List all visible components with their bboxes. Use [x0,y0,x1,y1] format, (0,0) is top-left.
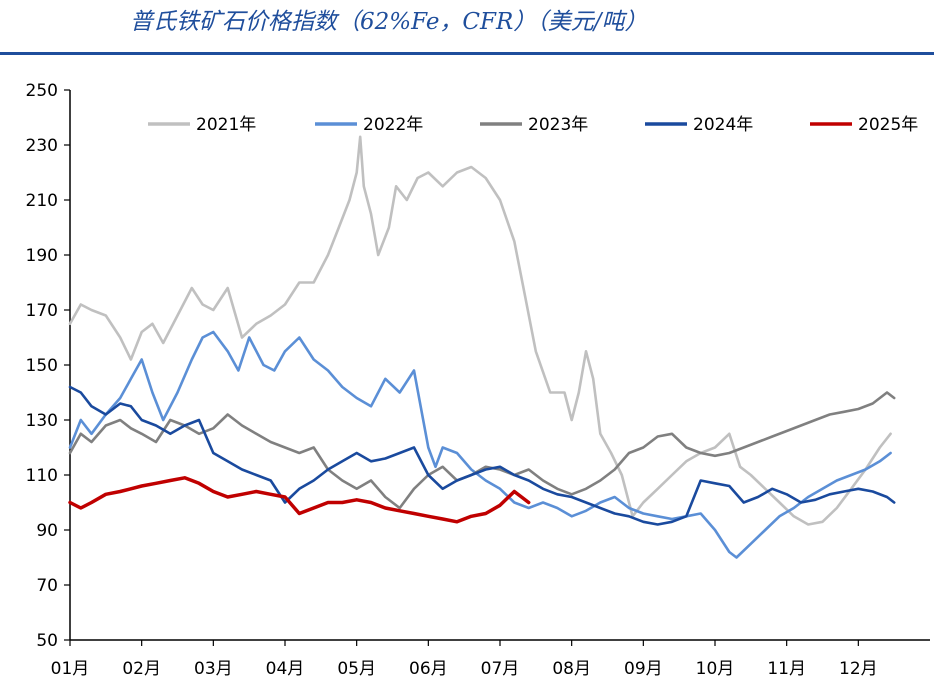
chart-legend: 2021年 2022年 2023年 2024年 2025年 [148,115,918,135]
legend-label-1: 2022年 [363,115,423,135]
x-tick-label: 06月 [409,659,448,679]
legend-label-4: 2025年 [858,115,918,135]
x-tick-label: 10月 [696,659,735,679]
y-tick-label: 250 [26,81,58,101]
x-tick-label: 08月 [552,659,591,679]
y-tick-label: 110 [26,466,58,486]
x-tick-label: 12月 [839,659,878,679]
x-tick-label: 01月 [51,659,90,679]
x-tick-label: 07月 [481,659,520,679]
y-tick-label: 190 [26,246,58,266]
series-line-0 [68,135,892,526]
title-underline [0,52,934,55]
x-tick-label: 02月 [122,659,161,679]
y-tick-label: 170 [26,301,58,321]
y-tick-label: 90 [36,521,58,541]
chart-axes: 50 70 90 110 130 150 170 190 210 230 250 01月 02月 03月 0… [26,81,930,679]
y-tick-label: 150 [26,356,58,376]
y-tick-label: 130 [26,411,58,431]
x-tick-label: 05月 [337,659,376,679]
page-title: 普氏铁矿石价格指数（62%Fe，CFR）（美元/吨） [130,9,648,35]
x-tick-label: 11月 [767,659,806,679]
series-line-4 [68,476,531,524]
x-tick-label: 04月 [266,659,305,679]
x-tick-label: 09月 [624,659,663,679]
chart-series [68,135,896,559]
y-tick-label: 230 [26,136,58,156]
legend-label-0: 2021年 [196,115,256,135]
y-tick-label: 210 [26,191,58,211]
y-tick-label: 70 [36,576,58,596]
x-tick-label: 03月 [194,659,233,679]
y-tick-label: 50 [36,631,58,651]
legend-label-3: 2024年 [693,115,753,135]
series-line-1 [68,330,892,559]
series-line-3 [68,385,896,526]
legend-label-2: 2023年 [528,115,588,135]
